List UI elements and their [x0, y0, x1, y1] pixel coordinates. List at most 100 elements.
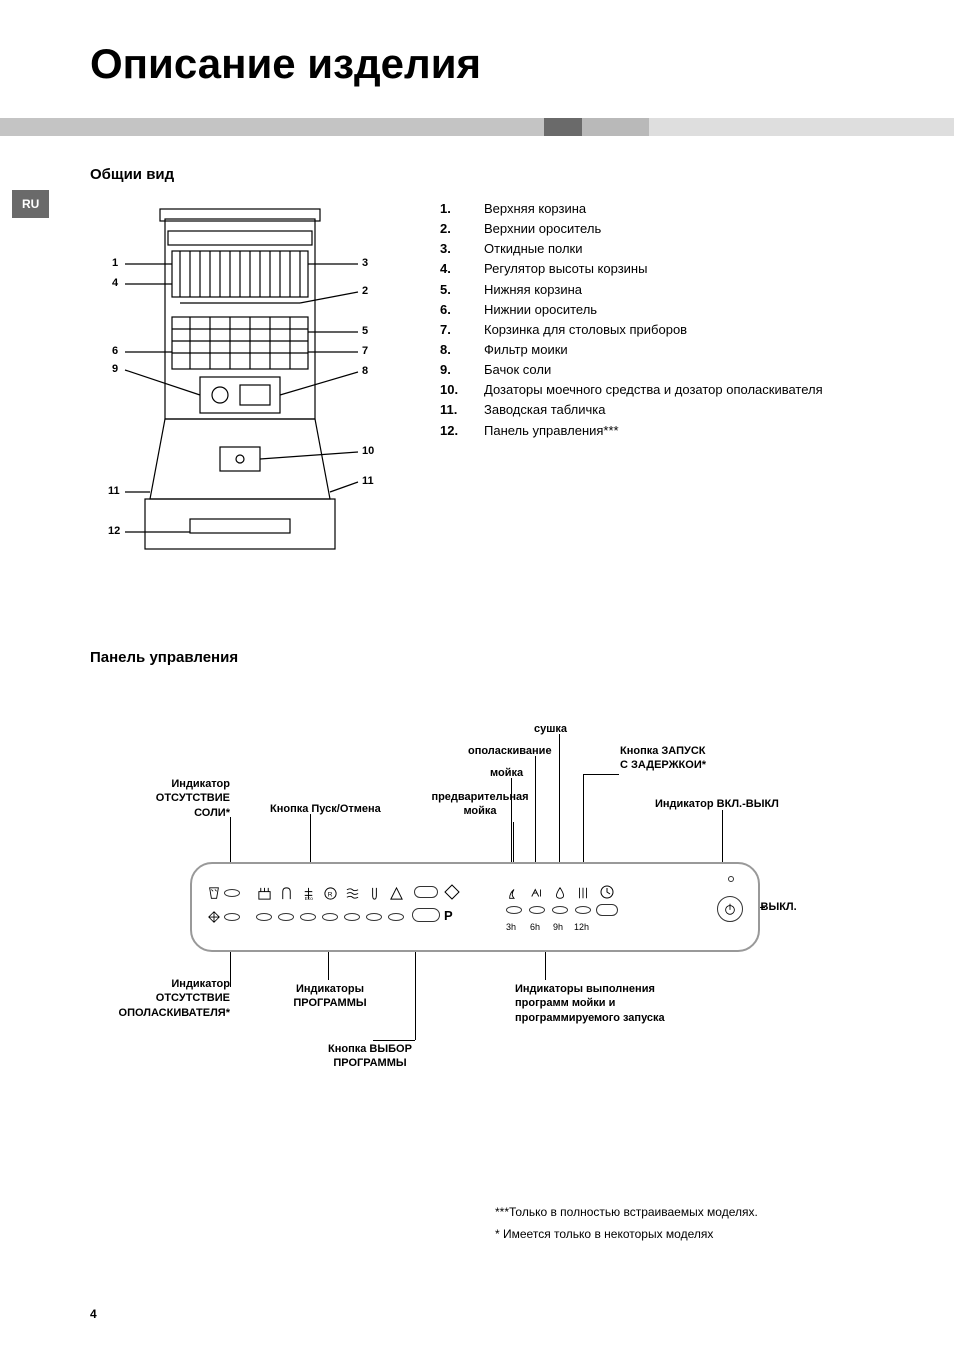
parts-row: 2.Верхнии ороситель [440, 219, 904, 239]
delay-btn-shape [596, 904, 618, 916]
ann-rinse-cycle: ополаскивание [468, 744, 552, 758]
bar-seg-4 [649, 118, 954, 136]
ann-prog-btn: Кнопка ВЫБОР ПРОГРАММЫ [310, 1042, 430, 1071]
control-panel-diagram: сушка ополаскивание мойка предварительна… [90, 682, 840, 1102]
panel-body: Eco R P [190, 862, 760, 952]
callout-11l: 11 [108, 485, 120, 497]
phase-led-1 [506, 906, 522, 914]
parts-row: 4.Регулятор высоты корзины [440, 259, 904, 279]
ann-prewash: предварительная мойка [415, 790, 545, 819]
prog-icon-5 [345, 886, 360, 901]
parts-num: 11. [440, 400, 484, 420]
bar-seg-2 [544, 118, 582, 136]
phase-dry-icon [576, 886, 590, 900]
callout-3: 3 [362, 257, 368, 269]
parts-num: 10. [440, 380, 484, 400]
parts-num: 4. [440, 259, 484, 279]
ann-prog-ind: Индикаторы ПРОГРАММЫ [280, 982, 380, 1011]
power-icon [723, 902, 737, 916]
footnote-b: * Имеется только в некоторых моделях [495, 1224, 954, 1246]
parts-row: 11.Заводская табличка [440, 400, 904, 420]
ann-wash: мойка [490, 766, 523, 780]
delay-clock-icon [599, 884, 615, 900]
prog-icon-6 [367, 886, 382, 901]
bar-seg-3 [582, 118, 649, 136]
parts-row: 6.Нижнии ороситель [440, 300, 904, 320]
dishwasher-svg [90, 199, 390, 579]
footnotes: ***Только в полностью встраиваемых модел… [0, 1202, 954, 1245]
salt-icon [207, 886, 221, 900]
rinse-aid-icon [207, 910, 221, 924]
parts-num: 5. [440, 280, 484, 300]
leader [583, 774, 619, 775]
prog-led-4 [322, 913, 338, 921]
svg-text:R: R [328, 891, 333, 898]
parts-label: Регулятор высоты корзины [484, 259, 904, 279]
parts-label: Откидные полки [484, 239, 904, 259]
parts-list: 1.Верхняя корзина2.Верхнии ороситель3.От… [440, 199, 904, 441]
prog-select-btn [412, 908, 440, 922]
callout-11r: 11 [362, 475, 374, 487]
prog-icon-7 [389, 886, 404, 901]
ann-dry: сушка [534, 722, 567, 736]
leader [535, 756, 536, 877]
overview-section: Общии вид [90, 166, 904, 579]
parts-row: 5.Нижняя корзина [440, 280, 904, 300]
parts-row: 7.Корзинка для столовых приборов [440, 320, 904, 340]
page-title: Описание изделия [0, 0, 954, 118]
ann-rinse-ind: Индикатор ОТСУТСТВИЕ ОПОЛАСКИВАТЕЛЯ* [98, 977, 230, 1020]
overview-title: Общии вид [90, 166, 904, 183]
prog-icon-2 [279, 886, 294, 901]
panel-section: Панель управления сушка ополаскивание мо… [90, 649, 904, 1102]
start-btn-shape [414, 886, 438, 898]
callout-12: 12 [108, 525, 120, 537]
hour-9: 9h [553, 922, 563, 932]
parts-num: 8. [440, 340, 484, 360]
parts-label: Корзинка для столовых приборов [484, 320, 904, 340]
parts-num: 6. [440, 300, 484, 320]
prog-icon-3: Eco [301, 886, 316, 901]
ann-onoff-ind: Индикатор ВКЛ.-ВЫКЛ [655, 797, 779, 811]
callout-10: 10 [362, 445, 374, 457]
parts-label: Нижнии ороситель [484, 300, 904, 320]
prog-icon-1 [257, 886, 272, 901]
phase-prewash-icon [507, 886, 521, 900]
parts-row: 12.Панель управления*** [440, 421, 904, 441]
parts-label: Верхняя корзина [484, 199, 904, 219]
prog-led-2 [278, 913, 294, 921]
parts-label: Заводская табличка [484, 400, 904, 420]
parts-num: 2. [440, 219, 484, 239]
leader [373, 1040, 415, 1041]
prog-icon-4: R [323, 886, 338, 901]
salt-led [224, 889, 240, 897]
bar-seg-1 [0, 118, 544, 136]
callout-6: 6 [112, 345, 118, 357]
ann-phase: Индикаторы выполнения программ мойки и п… [515, 982, 715, 1025]
phase-led-2 [529, 906, 545, 914]
callout-5: 5 [362, 325, 368, 337]
phase-led-3 [552, 906, 568, 914]
ann-start: Кнопка Пуск/Отмена [270, 802, 381, 816]
hour-3: 3h [506, 922, 516, 932]
callout-1: 1 [112, 257, 118, 269]
callout-4: 4 [112, 277, 118, 289]
prog-led-7 [388, 913, 404, 921]
rinse-led [224, 913, 240, 921]
parts-row: 10.Дозаторы моечного средства и дозатор … [440, 380, 904, 400]
dishwasher-diagram: 1 4 6 9 11 12 3 2 5 7 8 10 11 [90, 199, 390, 579]
parts-num: 3. [440, 239, 484, 259]
callout-7: 7 [362, 345, 368, 357]
ann-salt: Индикатор ОТСУТСТВИЕ СОЛИ* [130, 777, 230, 820]
power-led [728, 876, 734, 882]
parts-label: Верхнии ороситель [484, 219, 904, 239]
parts-row: 1.Верхняя корзина [440, 199, 904, 219]
language-tab: RU [12, 190, 49, 218]
phase-wash-icon [530, 886, 544, 900]
hour-6: 6h [530, 922, 540, 932]
parts-label: Нижняя корзина [484, 280, 904, 300]
parts-label: Бачок соли [484, 360, 904, 380]
power-button [717, 896, 743, 922]
parts-row: 3.Откидные полки [440, 239, 904, 259]
parts-row: 9.Бачок соли [440, 360, 904, 380]
hour-12: 12h [574, 922, 589, 932]
